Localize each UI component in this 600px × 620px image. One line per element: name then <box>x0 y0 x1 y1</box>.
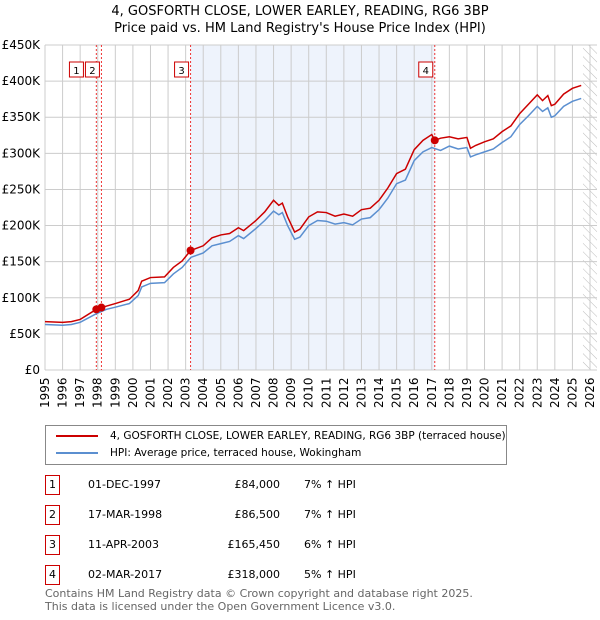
x-tick-label: 2015 <box>390 377 404 408</box>
legend-label-hpi: HPI: Average price, terraced house, Woki… <box>110 447 362 459</box>
transaction-price: £84,000 <box>234 478 281 491</box>
x-tick-label: 2022 <box>513 377 527 408</box>
sale-label: 1 <box>73 66 79 77</box>
series-line <box>44 97 582 326</box>
legend-swatch-property <box>56 435 98 437</box>
y-tick-label: £200K <box>2 219 42 233</box>
transaction-number: 2 <box>45 505 60 525</box>
sale-label: 3 <box>178 66 184 77</box>
transaction-date: 02-MAR-2017 <box>88 568 163 581</box>
footer: Contains HM Land Registry data © Crown c… <box>45 587 473 613</box>
transaction-price: £318,000 <box>227 568 281 581</box>
transaction-row: 4 02-MAR-2017 £318,000 5% ↑ HPI <box>45 565 485 585</box>
x-tick-label: 2013 <box>354 377 368 408</box>
shaded-period <box>190 45 435 370</box>
x-tick-label: 2016 <box>407 377 421 408</box>
y-tick-label: £250K <box>2 182 42 196</box>
x-tick-label: 2026 <box>583 377 597 408</box>
transaction-hpi-diff: 5% ↑ HPI <box>304 568 356 581</box>
transaction-number: 4 <box>45 565 60 585</box>
sale-point <box>97 303 106 312</box>
x-tick-label: 2001 <box>143 377 157 408</box>
transaction-row: 2 17-MAR-1998 £86,500 7% ↑ HPI <box>45 505 485 525</box>
sale-label-box <box>174 61 190 78</box>
x-tick-label: 1998 <box>91 377 105 408</box>
price-chart: £0 £50K £100K £150K £200K £250K £300K £350K £400… <box>2 38 597 408</box>
transaction-price: £86,500 <box>234 508 281 521</box>
sale-point <box>186 246 195 255</box>
transaction-row: 3 11-APR-2003 £165,450 6% ↑ HPI <box>45 535 485 555</box>
transaction-number: 3 <box>45 535 60 555</box>
y-tick-label: £100K <box>2 291 42 305</box>
sale-label: 4 <box>423 66 429 77</box>
y-tick-label: £150K <box>2 255 42 269</box>
sale-label: 2 <box>89 66 95 77</box>
transaction-price: £165,450 <box>227 538 281 551</box>
x-tick-label: 1995 <box>38 377 52 408</box>
transaction-row: 1 01-DEC-1997 £84,000 7% ↑ HPI <box>45 475 485 495</box>
x-tick-label: 2008 <box>267 377 281 408</box>
x-tick-label: 2014 <box>372 377 386 408</box>
x-tick-label: 2023 <box>530 377 544 408</box>
footer-licence: This data is licensed under the Open Gov… <box>45 600 396 613</box>
legend-swatch-hpi <box>56 452 98 454</box>
legend: 4, GOSFORTH CLOSE, LOWER EARLEY, READING… <box>45 425 507 465</box>
sale-point <box>430 136 439 145</box>
y-tick-label: £50K <box>9 327 41 341</box>
x-tick-label: 1997 <box>73 377 87 408</box>
sale-label-box <box>68 61 84 78</box>
x-tick-label: 1996 <box>56 377 70 408</box>
sale-label-box <box>418 61 434 78</box>
chart-title: 4, GOSFORTH CLOSE, LOWER EARLEY, READING… <box>111 4 489 19</box>
chart-subtitle: Price paid vs. HM Land Registry's House … <box>114 21 486 36</box>
x-tick-label: 2017 <box>425 377 439 408</box>
footer-copyright: Contains HM Land Registry data © Crown c… <box>45 587 473 600</box>
x-tick-label: 2007 <box>249 377 263 408</box>
x-tick-label: 2004 <box>196 377 210 408</box>
x-tick-label: 2018 <box>442 377 456 408</box>
x-tick-label: 1999 <box>108 377 122 408</box>
x-tick-label: 2021 <box>495 377 509 408</box>
x-tick-label: 2025 <box>565 377 579 408</box>
transaction-date: 01-DEC-1997 <box>88 478 162 491</box>
transaction-date: 17-MAR-1998 <box>88 508 163 521</box>
transaction-hpi-diff: 6% ↑ HPI <box>304 538 356 551</box>
x-tick-label: 2002 <box>161 377 175 408</box>
transaction-hpi-diff: 7% ↑ HPI <box>304 508 356 521</box>
y-tick-label: £350K <box>2 110 42 124</box>
y-tick-label: £400K <box>2 74 42 88</box>
x-tick-label: 2003 <box>179 377 193 408</box>
series-line <box>44 84 582 324</box>
x-tick-label: 2020 <box>478 377 492 408</box>
sale-label-box <box>84 61 100 78</box>
y-tick-label: £0 <box>25 363 40 377</box>
transaction-date: 11-APR-2003 <box>88 538 160 551</box>
x-tick-label: 2006 <box>231 377 245 408</box>
x-tick-label: 2005 <box>214 377 228 408</box>
x-tick-label: 2011 <box>319 377 333 408</box>
x-tick-label: 2000 <box>126 377 140 408</box>
x-tick-label: 2019 <box>460 377 474 408</box>
transaction-hpi-diff: 7% ↑ HPI <box>304 478 356 491</box>
x-tick-label: 2009 <box>284 377 298 408</box>
y-tick-label: £300K <box>2 146 42 160</box>
x-tick-label: 2024 <box>548 377 562 408</box>
x-tick-label: 2012 <box>337 377 351 408</box>
x-tick-label: 2010 <box>302 377 316 408</box>
y-tick-label: £450K <box>2 38 42 52</box>
transaction-number: 1 <box>45 475 60 495</box>
legend-label-property: 4, GOSFORTH CLOSE, LOWER EARLEY, READING… <box>110 430 506 442</box>
